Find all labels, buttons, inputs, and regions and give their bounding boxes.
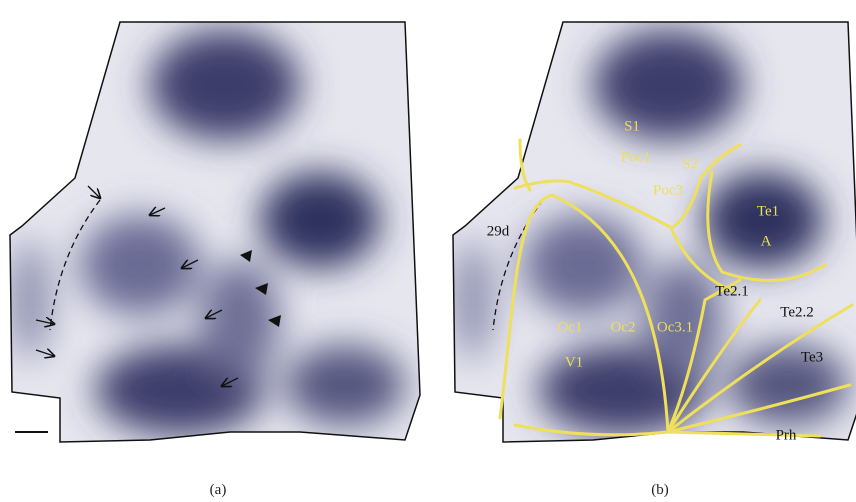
- region-label: Oc1: [558, 319, 583, 335]
- region-label: Oc2: [611, 319, 636, 335]
- region-label: Te2.2: [780, 304, 814, 320]
- tissue-image: [10, 22, 420, 442]
- region-label: A: [761, 233, 772, 249]
- region-label: Oc3.1: [657, 319, 693, 335]
- region-label: S2: [682, 156, 698, 172]
- region-label: Poc1: [621, 149, 651, 165]
- panel-b: S1 Poc1 S2 Poc3 Te1 A 29d Te2.1 Te2.2 Te…: [453, 22, 856, 498]
- tissue-image: [453, 22, 856, 442]
- region-label: Prh: [776, 427, 797, 443]
- region-label: 29d: [487, 223, 510, 239]
- panel-label: (a): [210, 482, 227, 498]
- region-label: Te3: [801, 349, 823, 365]
- panel-a: (a): [10, 22, 420, 498]
- region-label: S1: [624, 118, 640, 134]
- figure: (a) S1 Poc1 S2 Poc3 Te1 A 29d Te2.1 Te2.…: [0, 0, 856, 502]
- panel-label: (b): [651, 482, 669, 498]
- region-label: Te2.1: [715, 283, 749, 299]
- region-label: V1: [565, 354, 583, 370]
- region-label: Te1: [757, 203, 779, 219]
- region-label: Poc3: [653, 182, 683, 198]
